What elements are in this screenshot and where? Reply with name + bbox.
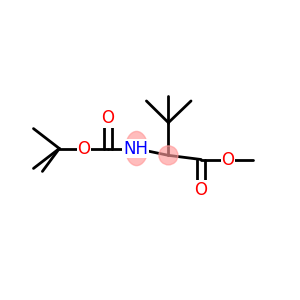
Text: O: O xyxy=(77,140,91,158)
Text: NH: NH xyxy=(123,140,148,158)
Ellipse shape xyxy=(125,131,148,166)
Text: O: O xyxy=(221,151,234,169)
Text: O: O xyxy=(195,181,208,199)
Circle shape xyxy=(159,146,178,165)
Text: O: O xyxy=(101,109,114,127)
